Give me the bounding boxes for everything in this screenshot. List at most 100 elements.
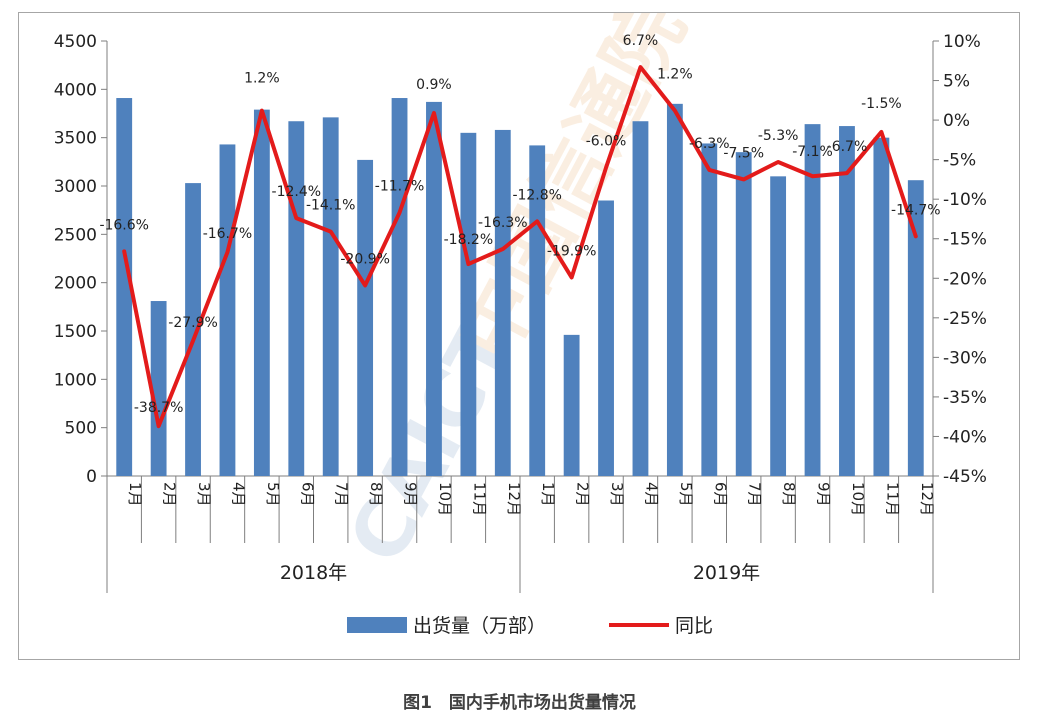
x-tick-label: 12月 (505, 482, 523, 516)
bar (288, 121, 305, 476)
bar (391, 98, 408, 477)
bar (150, 301, 167, 476)
y-right-tick-label: -25% (943, 309, 987, 329)
data-label: -16.6% (99, 217, 149, 233)
x-tick-label: 10月 (436, 482, 454, 516)
y-right-tick-label: -40% (943, 427, 987, 447)
x-tick-label: 11月 (883, 482, 901, 516)
x-tick-label: 5月 (264, 482, 282, 507)
y-left-tick-label: 2000 (54, 274, 97, 294)
bar (666, 103, 683, 476)
data-label: -6.7% (827, 139, 868, 155)
x-tick-label: 3月 (195, 482, 213, 507)
legend-label-bar: 出货量（万部） (413, 615, 546, 637)
y-left-tick-label: 1500 (54, 322, 97, 342)
data-label: -1.5% (861, 96, 902, 112)
x-tick-label: 5月 (677, 482, 695, 507)
bar (804, 124, 821, 476)
bar (563, 334, 580, 476)
x-tick-label: 11月 (470, 482, 488, 516)
y-left-tick-label: 1000 (54, 370, 97, 390)
bar (426, 101, 442, 477)
data-label: -12.4% (272, 184, 322, 200)
x-tick-label: 6月 (711, 482, 729, 507)
x-tick-label: 1月 (126, 482, 144, 507)
data-label: -14.1% (306, 198, 356, 214)
x-tick-label: 7月 (333, 482, 351, 507)
x-tick-label: 10月 (849, 482, 867, 516)
bar (907, 180, 924, 476)
x-tick-label: 9月 (815, 482, 833, 507)
x-tick-label: 8月 (780, 482, 798, 507)
x-tick-label: 12月 (918, 482, 936, 516)
bar (322, 117, 339, 476)
legend-label-line: 同比 (675, 615, 713, 637)
y-right-tick-label: -20% (943, 269, 987, 289)
x-tick-label: 2月 (161, 482, 179, 507)
bar (701, 143, 718, 476)
x-tick-label: 6月 (298, 482, 316, 507)
bar (185, 183, 201, 476)
legend-swatch-bar (347, 617, 407, 633)
data-label: 0.9% (416, 77, 452, 93)
bar (839, 126, 855, 477)
legend: 出货量（万部） 同比 (347, 615, 713, 637)
chart-frame: CAICT 中国信通院 0 500 1000 1500 2000 2500 3000 3500… (18, 12, 1020, 660)
data-label: -7.5% (723, 145, 764, 161)
y-right-tick-label: -35% (943, 388, 987, 408)
y-right-tick-label: -15% (943, 230, 987, 250)
y-right-tick-label: 5% (943, 72, 970, 92)
x-tick-label: 7月 (746, 482, 764, 507)
figure-caption: 图1 国内手机市场出货量情况 (403, 693, 636, 713)
bar (253, 109, 270, 476)
bar (494, 129, 511, 476)
bar (873, 137, 890, 476)
data-label: -12.8% (512, 187, 562, 203)
bar (735, 152, 752, 476)
data-labels-layer: -16.6% -38.7% -27.9% -16.7% 1.2% -12.4%-14.1%… (99, 33, 940, 416)
data-label: -20.9% (340, 251, 390, 267)
y-right-tick-label: -10% (943, 190, 987, 210)
bar (632, 121, 649, 476)
data-label: -14.7% (891, 202, 941, 218)
data-label: -16.3% (478, 215, 528, 231)
y-left-tick-label: 4000 (54, 80, 97, 100)
data-label: 6.7% (623, 33, 659, 49)
bar (116, 98, 133, 477)
y-left-tick-label: 2500 (54, 225, 97, 245)
data-label: -16.7% (203, 226, 253, 242)
bar (219, 144, 236, 476)
x-tick-label: 4月 (229, 482, 247, 507)
y-right-tick-label: 10% (943, 32, 981, 52)
x-tick-label: 1月 (539, 482, 557, 507)
y-left-tick-label: 4500 (54, 32, 97, 52)
data-label: -38.7% (134, 400, 184, 416)
data-label: 1.2% (244, 71, 280, 87)
yoy-line (122, 65, 918, 429)
x-group-label: 2019年 (693, 562, 760, 584)
y-right-tick-label: -45% (943, 467, 987, 487)
x-tick-label: 3月 (608, 482, 626, 507)
data-label: -6.3% (689, 136, 730, 152)
bar (770, 176, 787, 477)
y-left-tick-label: 500 (65, 419, 97, 439)
x-tick-label: 8月 (367, 482, 385, 507)
axes-layer: 0 500 1000 1500 2000 2500 3000 3500 4000 4500 -45%… (54, 32, 987, 593)
y-right-tick-label: -30% (943, 348, 987, 368)
data-label: -19.9% (547, 243, 597, 259)
x-tick-label: 4月 (642, 482, 660, 507)
y-left-tick-label: 3500 (54, 129, 97, 149)
line-layer (122, 65, 918, 429)
y-left-tick-label: 3000 (54, 177, 97, 197)
bar (598, 200, 614, 476)
y-right-tick-label: 0% (943, 111, 970, 131)
data-label: -11.7% (375, 179, 425, 195)
bar (357, 159, 374, 476)
y-left-tick-label: 0 (86, 467, 97, 487)
y-right-tick-label: -5% (943, 151, 976, 171)
data-label: -5.3% (758, 128, 799, 144)
x-tick-label: 2月 (574, 482, 592, 507)
x-group-label: 2018年 (280, 562, 347, 584)
data-label: -6.0% (586, 134, 627, 150)
data-label: 1.2% (657, 67, 693, 83)
